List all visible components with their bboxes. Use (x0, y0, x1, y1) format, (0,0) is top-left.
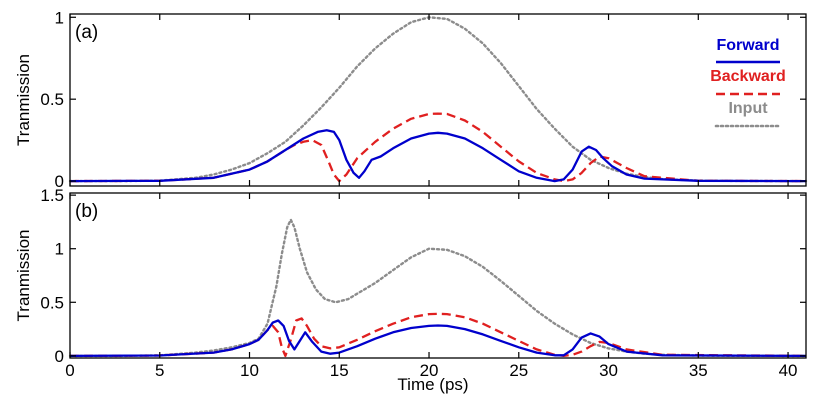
axes-frame-a (69, 13, 807, 187)
y-tick-label-b-3: 1.5 (40, 186, 64, 205)
x-tick-label-b-6: 30 (599, 361, 618, 380)
x-tick-label-b-8: 40 (779, 361, 798, 380)
x-tick-label-b-3: 15 (330, 361, 349, 380)
series-line-input-a (68, 16, 808, 183)
x-axis-title: Time (ps) (397, 375, 468, 394)
series-line-input-b (68, 218, 808, 358)
legend: Forward Backward Input (710, 37, 786, 128)
x-tick-label-b-5: 25 (509, 361, 528, 380)
y-axis-title-a: Tranmission (14, 54, 33, 146)
panel-b: 0 5 10 15 20 25 30 35 40 0 0.5 1 1.5 Tranmission (b) (14, 186, 808, 380)
series-line-forward-a (69, 129, 807, 183)
panel-label-b: (b) (75, 201, 98, 222)
x-tick-label-b-7: 35 (689, 361, 708, 380)
series-line-forward-b (69, 319, 807, 358)
legend-label-input: Input (728, 100, 768, 117)
x-tick-label-b-1: 5 (155, 361, 164, 380)
y-tick-label-b-1: 0.5 (40, 293, 64, 312)
x-tick-label-b-0: 0 (65, 361, 74, 380)
y-tick-label-a-0: 0 (55, 172, 64, 191)
y-tick-label-b-2: 1 (55, 240, 64, 259)
legend-label-forward: Forward (716, 37, 779, 54)
legend-label-backward: Backward (710, 68, 786, 85)
x-tick-label-b-4: 20 (420, 361, 439, 380)
x-tick-label-b-2: 10 (240, 361, 259, 380)
panel-label-a: (a) (75, 22, 98, 43)
series-line-backward-a (69, 112, 807, 183)
series-line-backward-b (69, 312, 807, 358)
panel-a: 0 0.5 1 Tranmission (a) Forward Backward Input (14, 8, 808, 191)
y-tick-label-a-1: 0.5 (40, 90, 64, 109)
y-tick-label-b-0: 0 (55, 347, 64, 366)
y-tick-label-a-2: 1 (55, 8, 64, 27)
y-axis-title-b: Tranmission (14, 230, 33, 322)
axes-frame-b (69, 192, 807, 359)
